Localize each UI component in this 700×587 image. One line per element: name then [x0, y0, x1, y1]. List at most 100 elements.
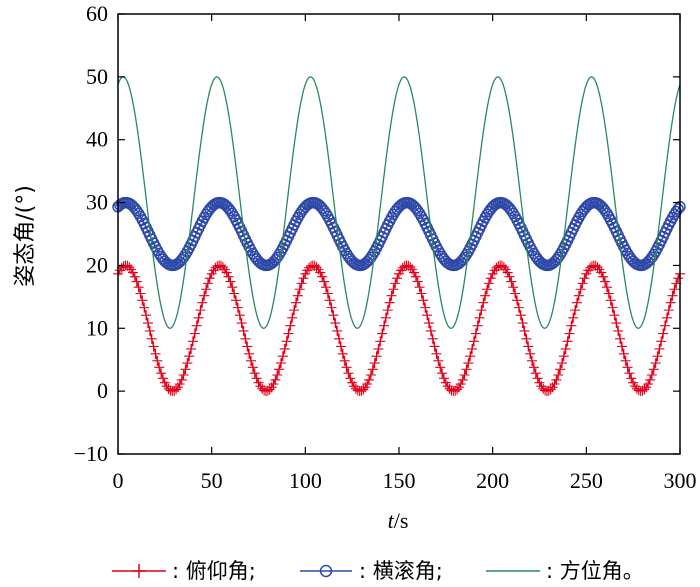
series-layer	[112, 76, 686, 397]
data-point	[476, 305, 487, 316]
data-point	[480, 290, 491, 301]
x-tick-label: 300	[664, 468, 697, 493]
data-point	[626, 373, 637, 384]
data-point	[457, 374, 468, 385]
data-point	[562, 336, 573, 347]
data-point	[171, 384, 182, 395]
data-point	[423, 318, 434, 329]
data-point	[422, 310, 433, 321]
data-point	[191, 320, 202, 331]
data-point	[341, 362, 352, 373]
data-point	[528, 362, 539, 373]
data-point	[570, 305, 581, 316]
data-point	[390, 278, 401, 289]
data-point	[560, 343, 571, 354]
data-point	[643, 378, 654, 389]
data-point	[673, 273, 684, 284]
data-point	[525, 348, 536, 359]
data-point	[187, 336, 198, 347]
data-point	[558, 351, 569, 362]
data-point	[603, 288, 614, 299]
data-point	[467, 343, 478, 354]
data-point	[564, 328, 575, 339]
data-point	[236, 318, 247, 329]
data-point	[146, 333, 157, 344]
data-point	[251, 373, 262, 384]
data-point	[334, 333, 345, 344]
data-point	[320, 282, 331, 293]
data-point	[199, 290, 210, 301]
x-tick-label: 100	[289, 468, 322, 493]
x-axis-label-unit: /s	[394, 508, 409, 533]
data-point	[157, 373, 168, 384]
data-point	[616, 341, 627, 352]
data-point	[328, 310, 339, 321]
data-point	[575, 284, 586, 295]
data-point	[485, 273, 496, 284]
data-point	[410, 271, 421, 282]
data-point	[229, 288, 240, 299]
data-point	[224, 204, 237, 217]
data-point	[217, 262, 228, 273]
data-point	[283, 328, 294, 339]
data-point	[609, 310, 620, 321]
data-point	[369, 358, 380, 369]
data-point	[285, 320, 296, 331]
data-point	[137, 295, 148, 306]
series-line-pitch	[117, 264, 681, 392]
data-point	[452, 384, 463, 395]
data-point	[650, 358, 661, 369]
data-point	[555, 364, 566, 375]
data-point	[482, 284, 493, 295]
x-tick-label: 150	[383, 468, 416, 493]
data-point	[156, 368, 167, 379]
legend: : 俯仰角; : 横滚角; : 方位角。	[112, 559, 644, 583]
series-line-heading	[117, 76, 681, 329]
data-point	[532, 373, 543, 384]
data-point	[232, 302, 243, 313]
data-point	[271, 251, 283, 264]
data-point	[326, 302, 337, 313]
x-tick-label: 50	[201, 468, 223, 493]
data-point	[465, 351, 476, 362]
data-point	[420, 302, 431, 313]
data-point	[412, 276, 423, 287]
data-point	[150, 348, 161, 359]
data-point	[382, 305, 393, 316]
data-point	[335, 341, 346, 352]
data-point	[154, 362, 165, 373]
data-point	[127, 267, 138, 278]
data-point	[379, 320, 390, 331]
data-point	[654, 343, 665, 354]
data-point	[124, 262, 135, 273]
data-point	[504, 271, 515, 282]
data-point	[318, 204, 330, 217]
data-point	[204, 273, 215, 284]
data-point	[646, 369, 657, 380]
data-point	[607, 302, 618, 313]
legend-item-pitch: : 俯仰角;	[112, 559, 256, 583]
data-point	[337, 348, 348, 359]
data-point	[573, 290, 584, 301]
data-point	[238, 325, 249, 336]
data-point	[135, 288, 146, 299]
data-point	[661, 312, 672, 323]
data-point	[408, 267, 419, 278]
data-point	[178, 369, 189, 380]
data-point	[470, 328, 481, 339]
y-tick-label: 10	[86, 315, 108, 340]
data-point	[549, 378, 560, 389]
data-point	[552, 251, 564, 264]
data-point	[272, 369, 283, 380]
data-point	[645, 374, 656, 385]
data-point	[289, 305, 300, 316]
data-point	[652, 351, 663, 362]
data-point	[189, 328, 200, 339]
data-point	[144, 325, 155, 336]
data-point	[672, 203, 684, 215]
data-point	[294, 284, 305, 295]
data-point	[598, 271, 609, 282]
data-point	[478, 297, 489, 308]
